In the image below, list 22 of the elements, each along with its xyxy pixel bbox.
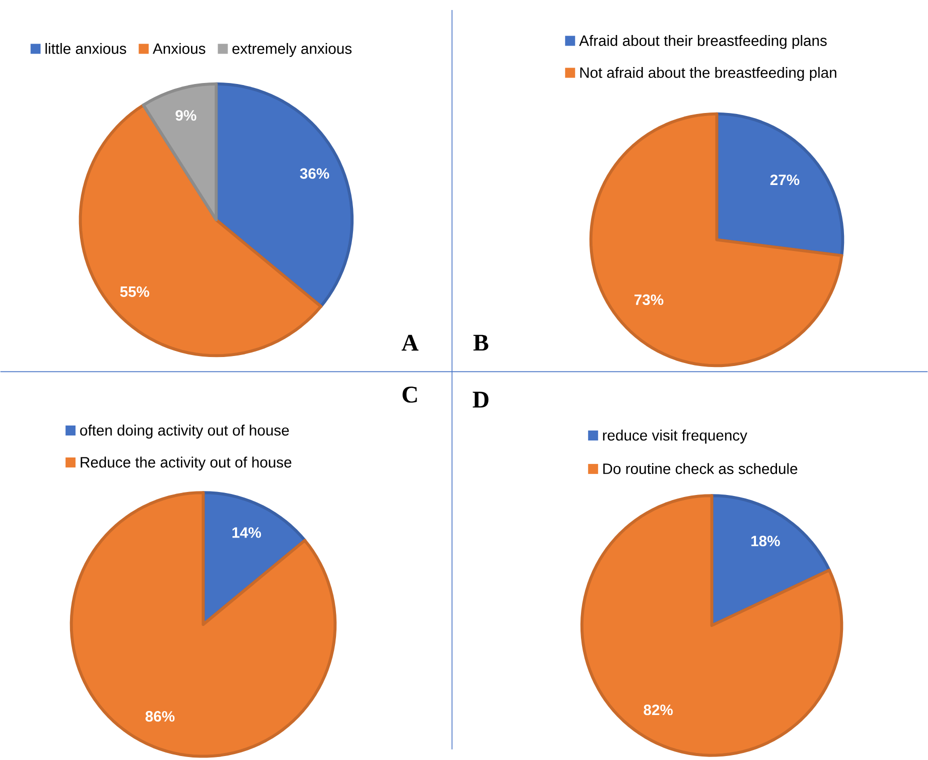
data-label: 18% bbox=[751, 536, 780, 546]
text: A bbox=[402, 334, 418, 350]
data-label: 55% bbox=[120, 286, 150, 297]
data-label: 27% bbox=[770, 174, 800, 185]
data-label: 82% bbox=[644, 704, 673, 716]
legend-label: Reduce the activity out of house bbox=[80, 456, 292, 470]
legend-label: extremely anxious bbox=[232, 42, 352, 57]
data-label: 36% bbox=[300, 168, 330, 179]
legend-label: often doing activity out of house bbox=[80, 424, 289, 438]
legend-label: Do routine check as schedule bbox=[603, 462, 798, 474]
legend-label: reduce visit frequency bbox=[603, 429, 748, 444]
legend-label: little anxious bbox=[46, 42, 126, 54]
text: D bbox=[472, 392, 488, 408]
legend-label: Not afraid about the breastfeeding plan bbox=[580, 66, 836, 81]
text: B bbox=[473, 334, 488, 350]
data-label: 9% bbox=[176, 110, 196, 121]
text: C bbox=[402, 386, 417, 403]
data-label: 14% bbox=[232, 527, 262, 538]
data-label: 86% bbox=[146, 710, 175, 722]
legend-label: Anxious bbox=[152, 42, 206, 54]
legend-label: Afraid about their breastfeeding plans bbox=[579, 34, 827, 49]
data-label: 73% bbox=[634, 294, 664, 305]
